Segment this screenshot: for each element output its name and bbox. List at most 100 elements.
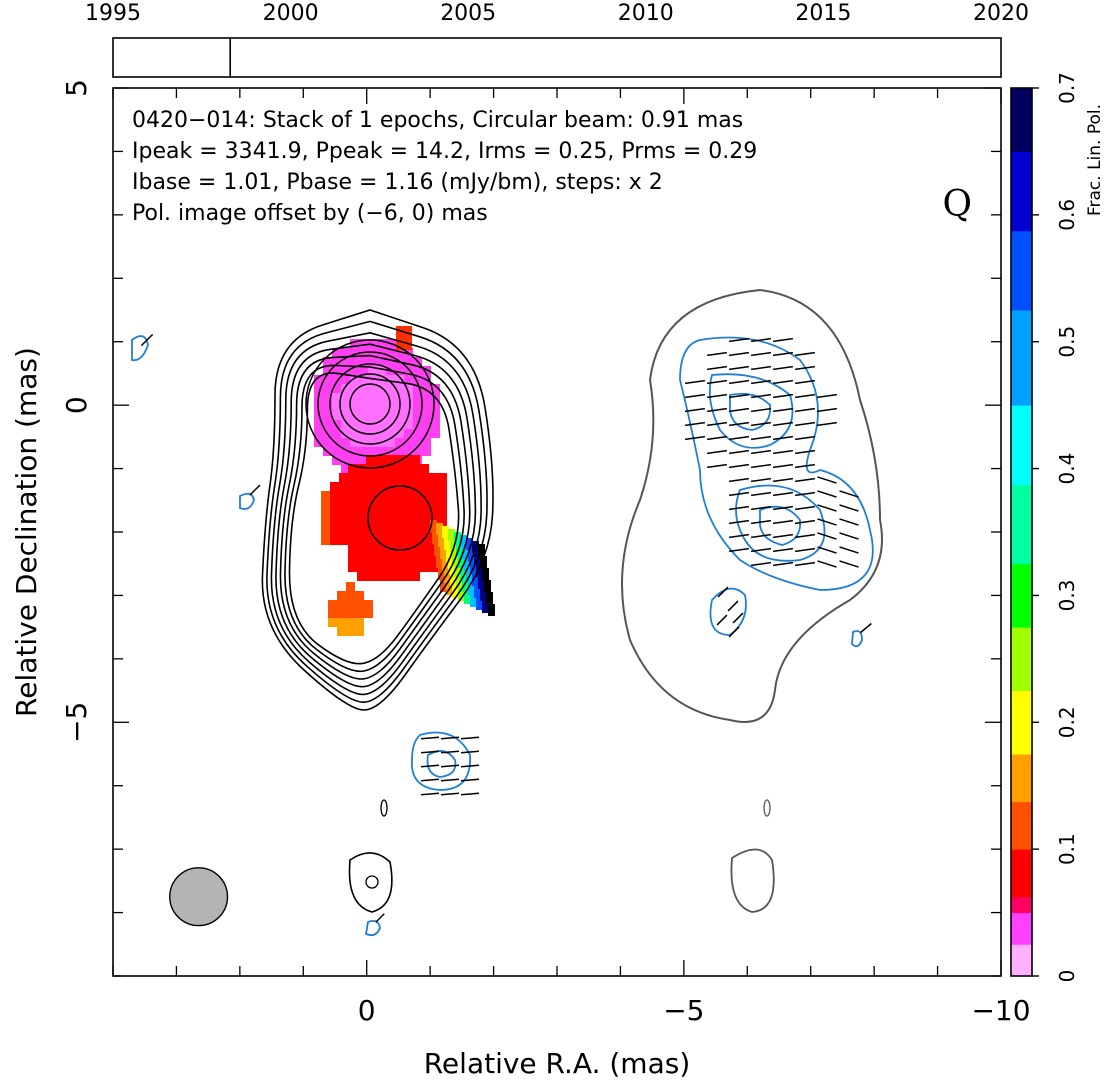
pol-contour (411, 731, 471, 791)
fpol-pixel (332, 456, 341, 465)
evpa-tick (706, 379, 728, 385)
pol-contour (364, 919, 381, 937)
fpol-pixel (328, 618, 337, 627)
fpol-pixel (432, 532, 439, 544)
evpa-tick (728, 519, 750, 525)
fpol-pixel (458, 589, 465, 601)
evpa-tick (839, 560, 859, 568)
fpol-pixel (375, 545, 384, 554)
evpa-tick (706, 365, 728, 371)
fpol-pixel (420, 509, 429, 518)
fpol-pixel (395, 411, 404, 420)
fpol-pixel (332, 348, 341, 357)
fpol-pixel (480, 589, 487, 601)
evpa-tick (839, 504, 859, 512)
evpa-tick (772, 533, 794, 539)
fpol-pixel (386, 384, 395, 393)
evpa-tick (817, 532, 837, 540)
evpa-tick (249, 484, 261, 496)
timeline-tick-label: 2005 (440, 1, 496, 26)
evpa-tick (772, 337, 794, 343)
evpa-tick (817, 560, 837, 568)
fpol-pixel (375, 527, 384, 536)
fpol-pixel (386, 411, 395, 420)
fpol-pixel (357, 572, 366, 581)
y-tick-label: 5 (60, 79, 93, 97)
fpol-pixel (350, 366, 359, 375)
stokes-i-contour (367, 485, 433, 551)
colorbar-cell (1011, 563, 1032, 581)
fpol-pixel (393, 527, 402, 536)
fpol-pixel (357, 464, 366, 473)
evpa-tick (732, 612, 744, 624)
colorbar-cell (1011, 627, 1032, 644)
colorbar-cell (1011, 960, 1032, 977)
fpol-pixel (454, 565, 461, 577)
evpa-tick (420, 750, 440, 754)
fpol-pixel (377, 429, 386, 438)
evpa-tick (440, 764, 460, 768)
fpol-pixel (402, 509, 411, 518)
fpol-pixel (450, 574, 457, 586)
evpa-tick (728, 379, 750, 385)
colorbar-cell (1011, 928, 1032, 945)
fpol-pixel (484, 580, 491, 592)
evpa-tick (750, 505, 772, 511)
pol-contour (679, 336, 874, 591)
fpol-pixel (395, 447, 404, 456)
colorbar-cell (1011, 769, 1032, 787)
fpol-pixel (377, 402, 386, 411)
fpol-pixel (395, 420, 404, 429)
annotation-line1: 0420−014: Stack of 1 epochs, Circular be… (132, 108, 743, 133)
evpa-tick (817, 476, 837, 484)
evpa-tick (816, 407, 838, 413)
fpol-pixel (454, 532, 461, 544)
fpol-pixel (364, 609, 373, 618)
fpol-pixel (413, 438, 422, 447)
fpol-pixel (321, 527, 330, 536)
fpol-pixel (350, 429, 359, 438)
fpol-pixel (393, 563, 402, 572)
fpol-pixel (413, 384, 422, 393)
fpol-pixel (348, 509, 357, 518)
fpol-pixel (429, 563, 438, 572)
fpol-pixel (350, 339, 359, 348)
fpol-pixel (321, 536, 330, 545)
evpa-tick (440, 778, 460, 782)
evpa-tick (750, 449, 772, 455)
fpol-pixel (355, 600, 364, 609)
fpol-pixel (384, 482, 393, 491)
fpol-pixel (368, 366, 377, 375)
fpol-pixel (468, 550, 475, 562)
evpa-tick (772, 365, 794, 371)
fpol-pixel (377, 447, 386, 456)
timeline-tick-label: 1995 (85, 1, 141, 26)
colorbar-cell (1011, 103, 1032, 121)
fpol-pixel (411, 527, 420, 536)
fpol-pixel (429, 473, 438, 482)
colorbar-cell (1011, 579, 1032, 596)
fpol-pixel (321, 500, 330, 509)
evpa-tick (728, 626, 740, 638)
y-axis-label: Relative Declination (mas) (10, 347, 43, 717)
fpol-pixel (366, 518, 375, 527)
colorbar-cell (1011, 484, 1032, 501)
evpa-tick (706, 393, 728, 399)
colorbar-cell (1011, 516, 1032, 533)
evpa-tick (460, 778, 480, 782)
fpol-pixel (422, 393, 431, 402)
fpol-pixel (478, 544, 485, 556)
fpol-pixel (341, 447, 350, 456)
evpa-tick (728, 421, 750, 427)
colorbar-cell (1011, 500, 1032, 517)
fpol-pixel (330, 527, 339, 536)
fpol-pixel (464, 559, 471, 571)
evpa-tick (728, 533, 750, 539)
fpol-pixel (355, 591, 364, 600)
fpol-pixel (422, 438, 431, 447)
colorbar-cell (1011, 88, 1032, 105)
fpol-pixel (476, 598, 483, 610)
fpol-pixel (332, 429, 341, 438)
fpol-pixel (384, 572, 393, 581)
fpol-pixel (377, 393, 386, 402)
